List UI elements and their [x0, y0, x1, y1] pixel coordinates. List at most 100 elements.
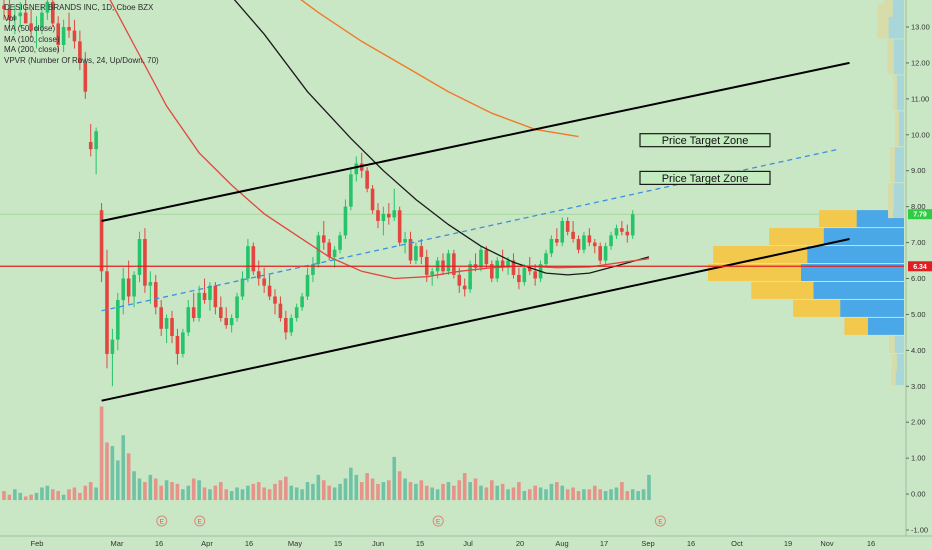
- vpvr-down-bar: [893, 75, 897, 111]
- y-axis-tick-label: 4.00: [911, 346, 926, 355]
- candle-body: [159, 307, 163, 329]
- vpvr-layer: [707, 0, 904, 386]
- volume-bar: [376, 483, 380, 501]
- candle-body: [430, 271, 434, 275]
- volume-bar: [251, 483, 256, 501]
- y-axis-tick-label: 3.00: [911, 382, 926, 391]
- candle-body: [181, 332, 185, 354]
- candle-body: [40, 12, 44, 27]
- volume-bar: [527, 489, 532, 501]
- volume-bar: [99, 406, 104, 501]
- candle-body: [273, 296, 277, 304]
- volume-bar: [116, 460, 120, 501]
- vpvr-down-bar: [819, 210, 857, 228]
- volume-bar: [29, 494, 33, 501]
- candle-body: [365, 170, 369, 189]
- volume-bar: [452, 485, 456, 501]
- volume-bar: [441, 483, 445, 501]
- candle-body: [495, 260, 500, 279]
- volume-bar: [18, 492, 23, 501]
- earnings-marker-label: E: [436, 519, 441, 526]
- volume-bar: [332, 487, 337, 501]
- candle-body: [462, 285, 467, 290]
- candle-body: [289, 318, 294, 333]
- volume-bar: [213, 485, 218, 501]
- volume-bar: [164, 480, 169, 501]
- ma50-line: [109, 0, 650, 280]
- candle-body: [630, 214, 635, 236]
- x-axis-tick-label: Jul: [463, 539, 473, 548]
- y-axis-tick-label: 2.00: [911, 418, 926, 427]
- candle-body: [116, 300, 120, 340]
- volume-bar: [614, 487, 619, 501]
- candle-body: [213, 285, 218, 308]
- candle-body: [164, 318, 169, 329]
- candle-body: [78, 41, 82, 63]
- candle-body: [50, 1, 55, 24]
- price-target-zone-lower-box: [639, 170, 771, 185]
- candle-body: [34, 27, 39, 31]
- candle-body: [278, 303, 283, 319]
- candle-body: [110, 339, 115, 354]
- candle-body: [560, 221, 565, 243]
- candle-body: [175, 335, 180, 354]
- earnings-marker: [432, 515, 444, 527]
- volume-bar: [240, 489, 245, 501]
- vpvr-down-bar: [769, 228, 824, 246]
- candle-body: [506, 260, 510, 268]
- vpvr-down-bar: [751, 281, 814, 299]
- volume-bar: [273, 483, 277, 501]
- x-axis-tick-label: May: [288, 539, 302, 548]
- candle-body: [527, 267, 532, 272]
- volume-bar: [219, 482, 223, 501]
- candle-body: [197, 292, 201, 319]
- volume-bar: [517, 482, 521, 501]
- volume-bar: [587, 489, 592, 501]
- vpvr-up-bar: [892, 0, 904, 17]
- candle-body: [294, 307, 299, 319]
- volume-bar: [609, 489, 613, 501]
- volume-bar: [636, 491, 640, 501]
- volume-bar: [603, 491, 608, 501]
- candle-body: [235, 296, 239, 319]
- vpvr-up-bar: [894, 147, 904, 183]
- volume-bar: [327, 485, 331, 501]
- candle-body: [94, 131, 98, 150]
- vpvr-down-bar: [887, 39, 894, 75]
- candle-body: [582, 235, 586, 250]
- x-axis-tick-label: 16: [687, 539, 695, 548]
- candle-body: [332, 249, 337, 257]
- volume-bar: [511, 487, 516, 501]
- volume-bar: [235, 487, 239, 501]
- volume-bar: [647, 474, 651, 501]
- volume-bar: [126, 453, 131, 501]
- volume-bar: [7, 494, 12, 501]
- volume-bar: [56, 491, 60, 501]
- volume-bar: [620, 482, 624, 501]
- candle-body: [490, 264, 494, 279]
- volume-bar: [191, 478, 196, 501]
- candle-body: [517, 274, 521, 283]
- candle-body: [457, 274, 462, 286]
- candle-body: [132, 274, 136, 297]
- candle-body: [246, 246, 250, 279]
- vpvr-up-bar: [893, 39, 904, 75]
- volume-bar: [625, 491, 630, 501]
- volume-bar: [338, 483, 342, 501]
- volume-bar: [170, 482, 174, 501]
- volume-bar: [522, 491, 527, 501]
- volume-bar: [137, 478, 142, 501]
- volume-bar: [289, 485, 294, 501]
- legend-ma100: MA (100, close): [4, 34, 60, 44]
- volume-bar: [256, 482, 261, 501]
- y-axis-tick-label: 9.00: [911, 166, 926, 175]
- volume-bar: [354, 474, 359, 501]
- volume-bar: [148, 474, 153, 501]
- volume-bar: [349, 467, 353, 501]
- volume-bar: [582, 489, 586, 501]
- x-axis-tick-label: Oct: [731, 539, 744, 548]
- candle-body: [208, 285, 212, 301]
- volume-bar: [408, 482, 413, 501]
